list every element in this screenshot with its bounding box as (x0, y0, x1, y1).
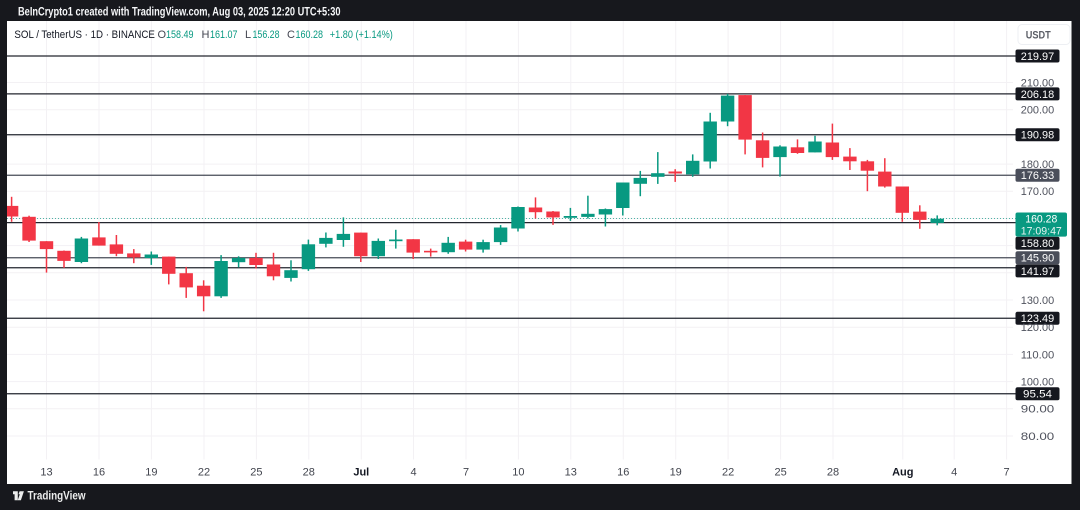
svg-text:28: 28 (303, 466, 315, 478)
svg-text:22: 22 (198, 466, 210, 478)
svg-text:141.97: 141.97 (1021, 266, 1055, 278)
svg-text:25: 25 (250, 466, 262, 478)
svg-text:145.90: 145.90 (1021, 253, 1055, 265)
svg-text:219.97: 219.97 (1021, 51, 1055, 63)
svg-text:19: 19 (670, 466, 682, 478)
svg-text:16: 16 (93, 466, 105, 478)
svg-text:17:09:47: 17:09:47 (1021, 226, 1062, 238)
svg-text:206.18: 206.18 (1021, 89, 1055, 101)
svg-text:13: 13 (565, 466, 577, 478)
svg-text:158.80: 158.80 (1021, 238, 1055, 250)
svg-text:10: 10 (512, 466, 524, 478)
svg-text:176.33: 176.33 (1021, 170, 1055, 182)
svg-text:100.00: 100.00 (1021, 377, 1055, 389)
svg-text:SOL / TetherUS · 1D · BINANCE: SOL / TetherUS · 1D · BINANCE (14, 29, 155, 41)
svg-text:7: 7 (1004, 466, 1010, 478)
svg-text:O: O (158, 29, 167, 41)
svg-text:123.49: 123.49 (1021, 313, 1055, 325)
svg-text:110.00: 110.00 (1021, 349, 1055, 361)
svg-text:13: 13 (40, 466, 52, 478)
svg-text:19: 19 (145, 466, 157, 478)
svg-text:7: 7 (463, 466, 469, 478)
svg-text:28: 28 (827, 466, 839, 478)
svg-text:120.00: 120.00 (1021, 322, 1055, 334)
svg-text:BeInCrypto1 created with Tradi: BeInCrypto1 created with TradingView.com… (18, 6, 341, 18)
svg-text:4: 4 (410, 466, 416, 478)
svg-text:170.00: 170.00 (1021, 186, 1055, 198)
svg-text:16: 16 (617, 466, 629, 478)
svg-text:90.00: 90.00 (1021, 404, 1055, 416)
svg-text:Aug: Aug (892, 466, 913, 478)
svg-text:161.07: 161.07 (210, 29, 238, 41)
svg-text:160.28: 160.28 (296, 29, 324, 41)
svg-text:4: 4 (951, 466, 957, 478)
svg-text:C: C (287, 29, 295, 41)
svg-text:158.49: 158.49 (166, 29, 194, 41)
svg-text:USDT: USDT (1026, 29, 1051, 41)
svg-text:Jul: Jul (353, 466, 369, 478)
svg-text:25: 25 (774, 466, 786, 478)
svg-text:180.00: 180.00 (1021, 159, 1055, 171)
svg-text:210.00: 210.00 (1021, 77, 1055, 89)
svg-text:L: L (245, 29, 251, 41)
svg-text:H: H (202, 29, 210, 41)
svg-text:95.54: 95.54 (1023, 389, 1052, 401)
svg-text:156.28: 156.28 (253, 29, 280, 41)
svg-text:200.00: 200.00 (1021, 105, 1055, 117)
svg-text:22: 22 (722, 466, 734, 478)
svg-text:160.28: 160.28 (1025, 214, 1057, 226)
svg-text:190.98: 190.98 (1021, 130, 1055, 142)
svg-text:TradingView: TradingView (28, 491, 86, 503)
svg-text:80.00: 80.00 (1021, 431, 1055, 443)
svg-text:130.00: 130.00 (1021, 295, 1055, 307)
svg-text:+1.80 (+1.14%): +1.80 (+1.14%) (330, 29, 393, 41)
